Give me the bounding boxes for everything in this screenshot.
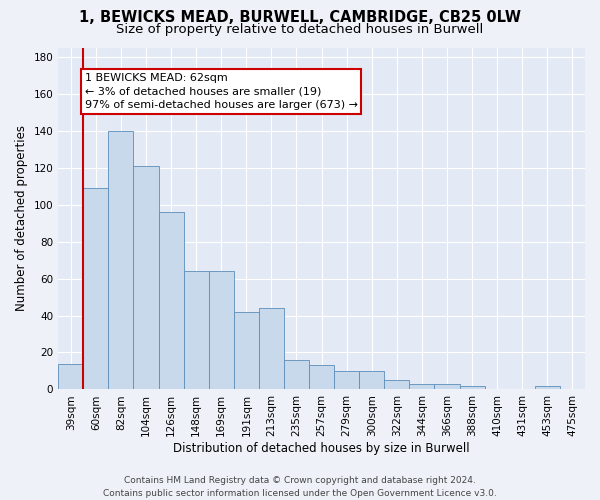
Bar [184,271,209,390]
Bar [309,366,334,390]
Bar [334,371,359,390]
Y-axis label: Number of detached properties: Number of detached properties [15,126,28,312]
Bar [234,312,259,390]
Bar [409,384,434,390]
Bar [460,386,485,390]
Bar [385,380,409,390]
Bar [284,360,309,390]
Bar [535,386,560,390]
Bar [109,130,133,390]
Text: Contains HM Land Registry data © Crown copyright and database right 2024.
Contai: Contains HM Land Registry data © Crown c… [103,476,497,498]
Bar [359,371,385,390]
X-axis label: Distribution of detached houses by size in Burwell: Distribution of detached houses by size … [173,442,470,455]
Bar [209,271,234,390]
Bar [133,166,158,390]
Bar [434,384,460,390]
Bar [158,212,184,390]
Text: 1, BEWICKS MEAD, BURWELL, CAMBRIDGE, CB25 0LW: 1, BEWICKS MEAD, BURWELL, CAMBRIDGE, CB2… [79,10,521,25]
Bar [58,364,83,390]
Bar [83,188,109,390]
Text: Size of property relative to detached houses in Burwell: Size of property relative to detached ho… [116,22,484,36]
Text: 1 BEWICKS MEAD: 62sqm
← 3% of detached houses are smaller (19)
97% of semi-detac: 1 BEWICKS MEAD: 62sqm ← 3% of detached h… [85,74,358,110]
Bar [259,308,284,390]
